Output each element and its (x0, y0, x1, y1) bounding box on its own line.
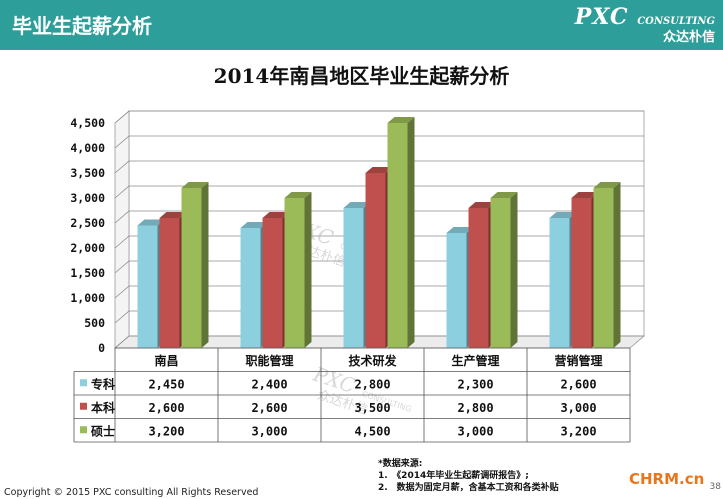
bar-专科-技术研发 (343, 208, 364, 348)
bar-专科-南昌 (137, 225, 158, 348)
bar-top (593, 182, 621, 188)
legend-label: 硕士 (91, 423, 115, 438)
legend-key-硕士 (80, 426, 87, 434)
source-line-2: 2. 数据为固定月薪，含基本工资和各类补贴 (378, 483, 559, 493)
company-logo: PXC CONSULTING 众达朴信 (575, 4, 715, 45)
bar-side (613, 182, 621, 348)
bar-side (510, 192, 518, 348)
y-tick-label: 1,500 (70, 266, 105, 280)
bar-专科-职能管理 (240, 228, 261, 348)
source-heading: *数据来源: (378, 459, 423, 469)
bar-side (304, 192, 312, 348)
y-tick-label: 3,000 (70, 191, 105, 205)
logo-wordmark: PXC CONSULTING (574, 4, 715, 30)
data-label: 2,600 (560, 377, 596, 391)
bar-硕士-生产管理 (490, 198, 511, 348)
bar-硕士-营销管理 (593, 188, 614, 348)
category-label: 营销管理 (554, 353, 602, 368)
bar-本科-技术研发 (365, 173, 386, 348)
bar-专科-生产管理 (446, 233, 467, 348)
source-line-1: 1. 《2014年毕业生起薪调研报告》; (378, 471, 529, 481)
y-tick-label: 0 (98, 341, 105, 355)
bar-top (490, 192, 518, 198)
bar-top (468, 202, 496, 208)
bar-top (159, 212, 187, 218)
bar-top (387, 117, 415, 123)
data-label: 2,600 (251, 401, 287, 415)
category-label: 生产管理 (451, 353, 499, 368)
data-label: 2,800 (354, 377, 390, 391)
data-label: 4,500 (354, 424, 390, 438)
bar-硕士-技术研发 (387, 123, 408, 348)
bar-本科-职能管理 (262, 218, 283, 348)
bar-top (181, 182, 209, 188)
data-label: 3,500 (354, 401, 390, 415)
data-label: 2,600 (148, 401, 184, 415)
data-label: 2,300 (457, 377, 493, 391)
bar-top (284, 192, 312, 198)
y-tick-label: 500 (84, 316, 105, 330)
bar-本科-营销管理 (571, 198, 592, 348)
data-label: 3,000 (457, 424, 493, 438)
bar-top (137, 219, 165, 226)
logo-chinese-name: 众达朴信 (662, 30, 715, 45)
site-brand: CHRM.cn (629, 470, 705, 488)
data-label: 2,400 (251, 377, 287, 391)
header-bar: 毕业生起薪分析 PXC CONSULTING 众达朴信 (0, 0, 723, 50)
category-label: 南昌 (154, 353, 178, 368)
bar-top (343, 202, 371, 208)
category-label: 技术研发 (348, 353, 397, 368)
page-title: 毕业生起薪分析 (12, 14, 152, 38)
bar-本科-南昌 (159, 218, 180, 348)
bar-专科-营销管理 (549, 218, 570, 348)
copyright-text: Copyright © 2015 PXC consulting All Righ… (4, 487, 259, 498)
category-label: 职能管理 (245, 353, 293, 368)
gridline (114, 135, 644, 149)
legend-key-本科 (80, 402, 87, 410)
y-tick-label: 4,000 (70, 141, 105, 155)
bar-top (240, 222, 268, 228)
bar-side (201, 182, 209, 348)
bar-side (407, 117, 415, 348)
legend-label: 专科 (91, 376, 115, 391)
page-number: 38 (709, 482, 721, 492)
gridline (114, 110, 644, 124)
gridline (114, 185, 644, 199)
bar-top (446, 227, 474, 233)
data-label: 2,800 (457, 401, 493, 415)
legend-key-专科 (80, 379, 87, 387)
bar-top (262, 212, 290, 218)
bar-本科-生产管理 (468, 208, 489, 348)
bar-top (549, 212, 577, 218)
data-source-note: *数据来源: 1. 《2014年毕业生起薪调研报告》; 2. 数据为固定月薪，含… (378, 458, 559, 494)
y-tick-label: 2,000 (70, 241, 105, 255)
gridline (114, 160, 644, 174)
y-tick-label: 4,500 (70, 116, 105, 130)
bar-硕士-职能管理 (284, 198, 305, 348)
data-label: 3,000 (560, 401, 596, 415)
bar-硕士-南昌 (181, 188, 202, 348)
data-label: 3,000 (251, 424, 287, 438)
data-label: 2,450 (148, 377, 184, 391)
bar-top (571, 192, 599, 198)
legend-label: 本科 (91, 400, 115, 415)
data-label: 3,200 (148, 424, 184, 438)
y-tick-label: 2,500 (70, 216, 105, 230)
y-tick-label: 3,500 (70, 166, 105, 180)
data-label: 3,200 (560, 424, 596, 438)
chart-title: 2014年南昌地区毕业生起薪分析 (213, 64, 510, 88)
y-tick-label: 1,000 (70, 291, 105, 305)
bar-top (365, 167, 393, 173)
